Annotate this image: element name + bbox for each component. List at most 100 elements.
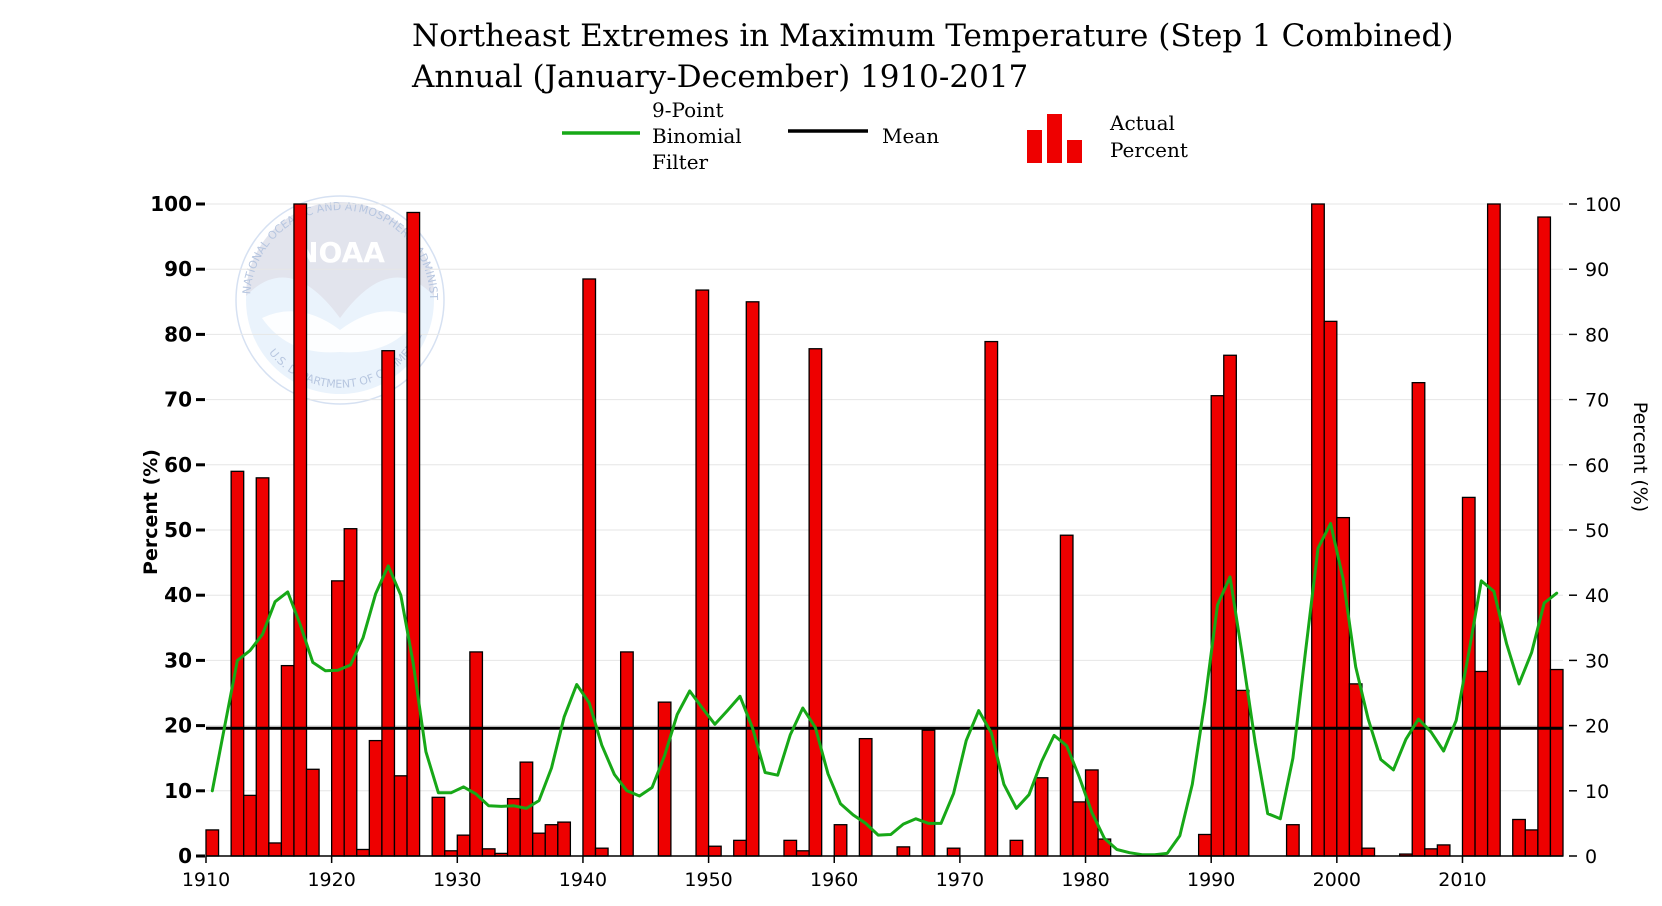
bar-1926 bbox=[406, 211, 421, 857]
chart-subtitle: Annual (January-December) 1910-2017 bbox=[411, 59, 1028, 95]
y-tick-label-right-30: 30 bbox=[1585, 650, 1609, 672]
bar-1989 bbox=[1197, 833, 1212, 857]
y-tick-label-left-50: 50 bbox=[164, 518, 192, 542]
bar-1969 bbox=[946, 847, 961, 857]
bar-1952 bbox=[733, 839, 747, 857]
bar-2006 bbox=[1411, 381, 1426, 857]
bar-1946 bbox=[657, 701, 672, 857]
bar-2001 bbox=[1348, 683, 1363, 857]
bar-1950 bbox=[707, 845, 722, 857]
bar-1938 bbox=[557, 821, 572, 857]
x-tick-label-1960: 1960 bbox=[810, 869, 858, 891]
legend-mean-label: Mean bbox=[882, 124, 939, 148]
x-tick-label-1940: 1940 bbox=[559, 869, 607, 891]
y-tick-label-left-70: 70 bbox=[164, 388, 192, 412]
legend-bars-label-line1: Actual bbox=[1109, 111, 1175, 135]
bar-1999 bbox=[1323, 320, 1338, 857]
legend-bars-label-line2: Percent bbox=[1110, 138, 1188, 162]
bar-1998 bbox=[1311, 203, 1325, 857]
bar-1937 bbox=[544, 824, 559, 857]
y-tick-label-right-60: 60 bbox=[1585, 455, 1609, 477]
watermark-logo-text: NOAA bbox=[295, 236, 385, 269]
bar-1917 bbox=[293, 203, 308, 857]
bar-1936 bbox=[532, 832, 546, 857]
y-tick-label-right-10: 10 bbox=[1585, 781, 1609, 803]
y-tick-label-right-90: 90 bbox=[1585, 259, 1609, 281]
bar-1914 bbox=[255, 477, 270, 857]
filter-line-layer bbox=[210, 522, 1559, 857]
bar-2000 bbox=[1336, 516, 1351, 857]
bar-1956 bbox=[783, 839, 798, 857]
bar-1974 bbox=[1009, 839, 1024, 857]
filter-line bbox=[210, 522, 1559, 857]
watermark-upper-half bbox=[246, 202, 434, 318]
x-tick-label-1910: 1910 bbox=[182, 869, 230, 891]
bar-2011 bbox=[1474, 670, 1489, 857]
bar-1979 bbox=[1072, 801, 1087, 857]
bar-1958 bbox=[808, 348, 823, 857]
bar-1990 bbox=[1210, 395, 1225, 857]
legend-bars-swatch-3 bbox=[1067, 140, 1082, 163]
bar-1996 bbox=[1285, 824, 1300, 857]
noaa-watermark-logo: NOAA NATIONAL OCEANIC AND ATMOSPHERIC AD… bbox=[0, 0, 445, 405]
y-tick-label-left-60: 60 bbox=[164, 453, 192, 477]
y-axis-label-right: Percent (%) bbox=[1629, 402, 1651, 512]
bar-1910 bbox=[205, 829, 220, 857]
bar-1916 bbox=[280, 664, 295, 857]
bar-1967 bbox=[921, 729, 936, 857]
bar-2016 bbox=[1537, 216, 1552, 857]
y-tick-label-left-30: 30 bbox=[164, 648, 192, 672]
bar-1978 bbox=[1059, 534, 1074, 857]
x-tick-label-2000: 2000 bbox=[1313, 869, 1361, 891]
legend-bars-swatch-2 bbox=[1047, 114, 1062, 163]
legend-filter-label-line3: Filter bbox=[652, 150, 709, 174]
y-tick-label-left-90: 90 bbox=[164, 257, 192, 281]
bar-2007 bbox=[1424, 848, 1439, 857]
x-tick-label-1920: 1920 bbox=[307, 869, 355, 891]
bar-1925 bbox=[393, 775, 408, 857]
bar-1962 bbox=[858, 737, 873, 857]
bar-1920 bbox=[330, 580, 345, 857]
legend: 9-Point Binomial Filter Mean Actual Perc… bbox=[562, 98, 1188, 174]
x-tick-label-1950: 1950 bbox=[684, 869, 732, 891]
bar-2002 bbox=[1361, 847, 1376, 857]
y-tick-label-right-0: 0 bbox=[1585, 846, 1597, 868]
bar-1972 bbox=[984, 340, 999, 857]
y-tick-label-right-80: 80 bbox=[1585, 324, 1609, 346]
y-tick-label-right-100: 100 bbox=[1585, 194, 1621, 216]
y-tick-label-right-70: 70 bbox=[1585, 390, 1609, 412]
y-tick-label-right-50: 50 bbox=[1585, 520, 1609, 542]
y-tick-label-right-40: 40 bbox=[1585, 585, 1609, 607]
bar-1931 bbox=[469, 651, 484, 857]
y-axis-label-left: Percent (%) bbox=[140, 449, 162, 575]
bar-1941 bbox=[594, 847, 609, 857]
chart-title: Northeast Extremes in Maximum Temperatur… bbox=[412, 18, 1453, 54]
bar-1960 bbox=[833, 824, 848, 857]
bar-1922 bbox=[356, 848, 370, 857]
bar-1921 bbox=[343, 528, 358, 857]
legend-bars-swatch-1 bbox=[1027, 130, 1042, 163]
bar-1918 bbox=[305, 768, 320, 857]
bar-1940 bbox=[582, 278, 597, 857]
y-tick-label-left-0: 0 bbox=[178, 844, 192, 868]
axes: 0 0 10 10 20 20 30 30 40 40 50 50 60 60 70 70 80 80 90 90 10… bbox=[150, 192, 1621, 891]
x-tick-label-1930: 1930 bbox=[433, 869, 481, 891]
legend-filter-label-line2: Binomial bbox=[652, 124, 742, 148]
legend-filter-label-line1: 9-Point bbox=[652, 98, 723, 122]
y-tick-label-left-10: 10 bbox=[164, 779, 192, 803]
bar-1992 bbox=[1235, 689, 1250, 857]
x-tick-label-1980: 1980 bbox=[1061, 869, 1109, 891]
bar-2008 bbox=[1436, 844, 1451, 857]
bar-1923 bbox=[368, 739, 383, 857]
bar-1930 bbox=[456, 834, 471, 857]
bar-1913 bbox=[243, 794, 257, 857]
bar-1928 bbox=[431, 796, 446, 857]
y-tick-label-right-20: 20 bbox=[1585, 716, 1609, 738]
bar-2015 bbox=[1524, 829, 1539, 857]
bar-2017 bbox=[1549, 668, 1564, 857]
bar-1932 bbox=[481, 848, 496, 857]
bar-1929 bbox=[444, 850, 458, 857]
bar-1965 bbox=[896, 846, 911, 857]
bar-2014 bbox=[1512, 818, 1526, 857]
